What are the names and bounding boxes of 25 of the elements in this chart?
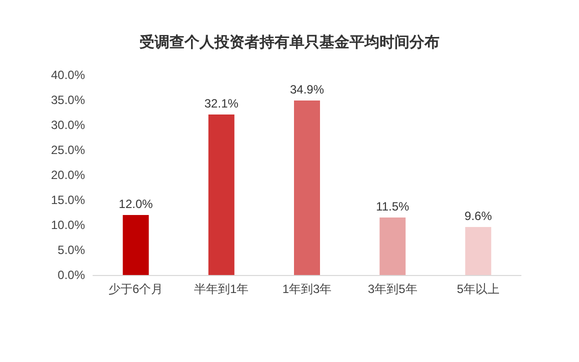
y-tick-label: 20.0%	[50, 168, 86, 182]
x-tick-label: 5年以上	[456, 282, 500, 296]
data-label: 12.0%	[118, 197, 154, 211]
data-label: 34.9%	[290, 82, 324, 96]
data-label: 11.5%	[376, 200, 410, 214]
y-tick-label: 0.0%	[58, 268, 86, 282]
y-tick-label: 30.0%	[50, 118, 86, 132]
bar	[380, 218, 406, 275]
bar	[208, 114, 234, 275]
x-tick-label: 半年到1年	[194, 282, 249, 296]
y-tick-label: 25.0%	[50, 143, 86, 157]
y-tick-label: 15.0%	[50, 193, 86, 207]
bar	[465, 227, 492, 275]
data-label: 9.6%	[464, 209, 492, 223]
x-tick-label: 少于6个月	[108, 282, 164, 296]
y-tick-label: 40.0%	[50, 68, 86, 82]
x-tick-label: 1年到3年	[282, 282, 332, 296]
chart-title: 受调查个人投资者持有单只基金平均时间分布	[138, 34, 440, 51]
x-tick-label: 3年到5年	[368, 282, 418, 296]
y-tick-label: 10.0%	[50, 218, 86, 232]
y-tick-label: 35.0%	[50, 93, 86, 107]
bar	[122, 215, 149, 275]
data-label: 32.1%	[204, 96, 239, 110]
y-tick-label: 5.0%	[58, 243, 86, 257]
bar	[294, 100, 320, 275]
